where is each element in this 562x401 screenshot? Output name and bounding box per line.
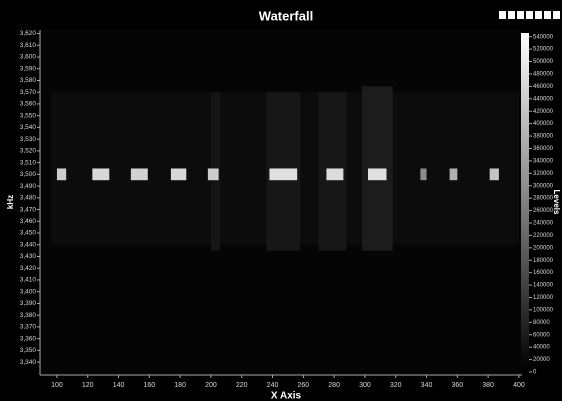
y-axis-label: kHz: [6, 195, 15, 209]
heat-cell: [269, 168, 298, 181]
colorbar-tick-label: 60000: [533, 332, 550, 338]
y-tick-label: 3,340: [20, 359, 37, 366]
y-tick-label: 3,520: [20, 148, 37, 155]
y-tick-label: 3,590: [20, 65, 37, 72]
y-tick-label: 3,620: [20, 30, 37, 37]
y-tick-label: 3,370: [20, 324, 37, 331]
colorbar-tick-label: 260000: [533, 208, 554, 214]
x-tick-label: 120: [82, 382, 94, 389]
y-tick-label: 3,580: [20, 77, 37, 84]
colorbar-tick-label: 520000: [533, 47, 554, 53]
x-tick-label: 400: [513, 382, 525, 389]
y-tick-label: 3,530: [20, 136, 37, 143]
y-tick-label: 3,360: [20, 335, 37, 342]
toolbar: [499, 11, 560, 19]
colorbar: [521, 33, 529, 372]
heat-cell: [420, 168, 427, 181]
y-tick-label: 3,480: [20, 195, 37, 202]
colorbar-tick-label: 300000: [533, 183, 554, 189]
colorbar-tick-label: 140000: [533, 283, 554, 289]
colorbar-tick-label: 360000: [533, 146, 554, 152]
x-tick-label: 160: [143, 382, 155, 389]
heat-cell: [92, 168, 110, 181]
y-tick-label: 3,570: [20, 89, 37, 96]
colorbar-tick-label: 500000: [533, 59, 554, 65]
colorbar-tick-label: 160000: [533, 270, 554, 276]
toolbar-button[interactable]: [553, 11, 560, 19]
colorbar-tick-label: 400000: [533, 121, 554, 127]
colorbar-tick-label: 100000: [533, 307, 554, 313]
colorbar-tick-label: 460000: [533, 84, 554, 90]
x-tick-label: 260: [297, 382, 309, 389]
colorbar-tick-label: 380000: [533, 134, 554, 140]
heat-cell: [368, 168, 387, 181]
colorbar-tick-label: 0: [533, 370, 537, 376]
colorbar-tick-label: 440000: [533, 96, 554, 102]
heat-cell: [326, 168, 344, 181]
y-tick-label: 3,610: [20, 42, 37, 49]
y-tick-label: 3,440: [20, 241, 37, 248]
heat-cell: [207, 168, 219, 181]
y-tick-label: 3,420: [20, 265, 37, 272]
colorbar-tick-label: 320000: [533, 171, 554, 177]
heat-cell: [170, 168, 187, 181]
colorbar-tick-label: 40000: [533, 345, 550, 351]
colorbar-tick-label: 280000: [533, 196, 554, 202]
y-tick-label: 3,430: [20, 253, 37, 260]
heat-cell: [489, 168, 499, 181]
colorbar-tick-label: 80000: [533, 320, 550, 326]
chart-title: Waterfall: [259, 8, 313, 23]
x-tick-label: 320: [390, 382, 402, 389]
y-tick-label: 3,460: [20, 218, 37, 225]
x-tick-label: 140: [113, 382, 125, 389]
y-tick-label: 3,500: [20, 171, 37, 178]
colorbar-tick-label: 420000: [533, 109, 554, 115]
y-tick-label: 3,510: [20, 159, 37, 166]
heat-cell: [130, 168, 148, 181]
y-tick-label: 3,550: [20, 112, 37, 119]
toolbar-button[interactable]: [517, 11, 524, 19]
toolbar-button[interactable]: [535, 11, 542, 19]
heat-cell: [56, 168, 67, 181]
colorbar-tick-label: 180000: [533, 258, 554, 264]
y-tick-label: 3,380: [20, 312, 37, 319]
colorbar-label: Levels: [552, 190, 561, 215]
x-tick-label: 180: [174, 382, 186, 389]
x-tick-label: 200: [205, 382, 217, 389]
colorbar-tick-label: 20000: [533, 357, 550, 363]
x-tick-label: 300: [359, 382, 371, 389]
x-tick-label: 360: [451, 382, 463, 389]
colorbar-tick-label: 480000: [533, 72, 554, 78]
colorbar-tick-label: 340000: [533, 158, 554, 164]
toolbar-button[interactable]: [508, 11, 515, 19]
colorbar-tick-label: 120000: [533, 295, 554, 301]
y-tick-label: 3,560: [20, 101, 37, 108]
x-axis-label: X Axis: [271, 391, 302, 401]
colorbar-tick-label: 200000: [533, 245, 554, 251]
x-tick-label: 280: [328, 382, 340, 389]
colorbar-tick-label: 540000: [533, 34, 554, 40]
x-tick-label: 380: [482, 382, 494, 389]
y-tick-label: 3,400: [20, 288, 37, 295]
x-tick-label: 340: [421, 382, 433, 389]
y-tick-label: 3,600: [20, 54, 37, 61]
y-tick-label: 3,410: [20, 277, 37, 284]
x-tick-label: 100: [51, 382, 63, 389]
y-tick-label: 3,450: [20, 230, 37, 237]
heat-cell: [449, 168, 458, 181]
toolbar-button[interactable]: [544, 11, 551, 19]
y-tick-label: 3,390: [20, 300, 37, 307]
x-tick-label: 240: [267, 382, 279, 389]
colorbar-tick-label: 240000: [533, 221, 554, 227]
y-tick-label: 3,350: [20, 347, 37, 354]
toolbar-button[interactable]: [526, 11, 533, 19]
colorbar-tick-label: 220000: [533, 233, 554, 239]
y-tick-label: 3,470: [20, 206, 37, 213]
x-tick-label: 220: [236, 382, 248, 389]
y-tick-label: 3,540: [20, 124, 37, 131]
toolbar-button[interactable]: [499, 11, 506, 19]
y-tick-label: 3,490: [20, 183, 37, 190]
